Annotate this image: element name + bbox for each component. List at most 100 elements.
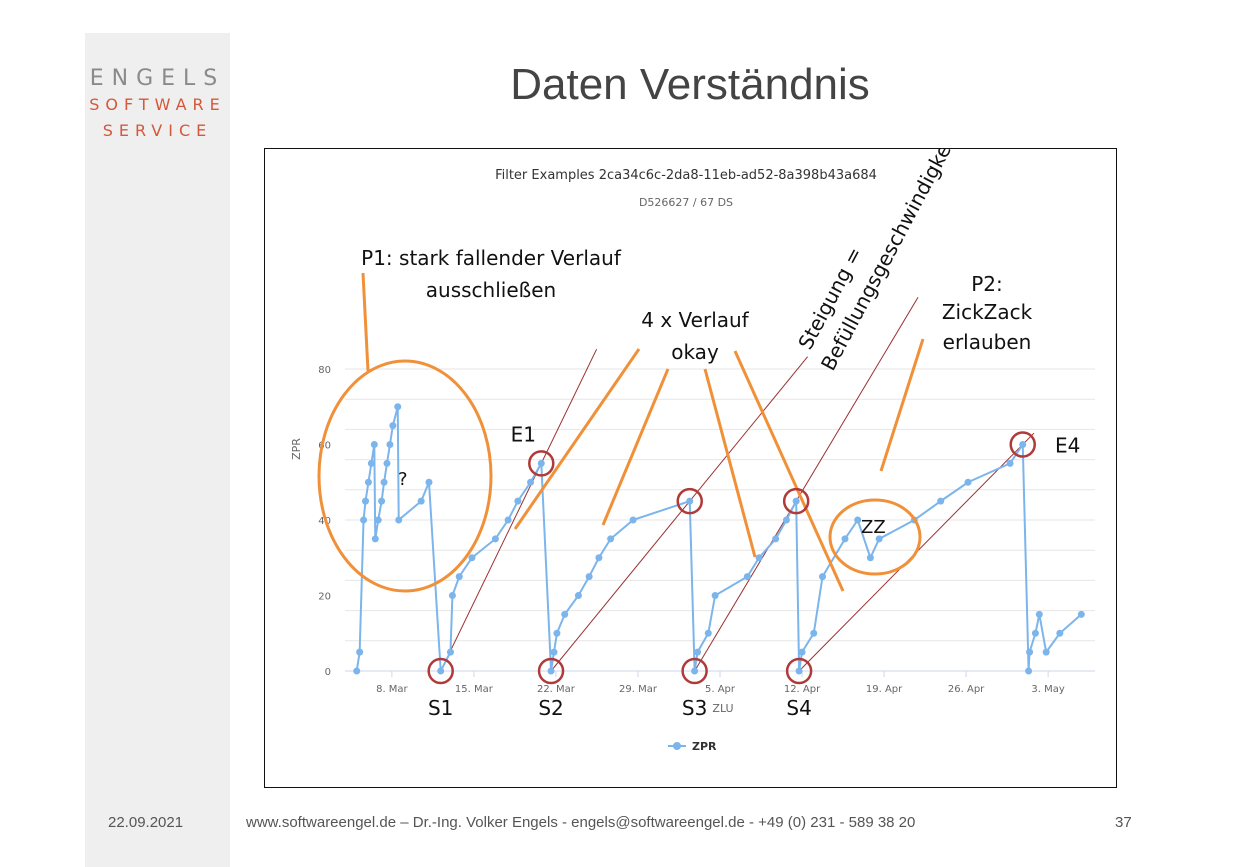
legend-marker xyxy=(673,742,681,750)
data-point[interactable] xyxy=(455,573,463,581)
page-number: 37 xyxy=(1115,814,1132,831)
start-label: S1 xyxy=(428,696,453,720)
y-tick-label: 20 xyxy=(318,592,331,603)
data-point[interactable] xyxy=(537,459,545,467)
data-point[interactable] xyxy=(795,667,803,675)
annotation-strokes xyxy=(317,272,925,593)
grid-layer xyxy=(345,368,1095,672)
question-mark: ? xyxy=(398,469,408,490)
data-point[interactable] xyxy=(417,497,425,505)
data-point[interactable] xyxy=(1019,441,1027,448)
start-circle xyxy=(427,657,454,685)
data-point[interactable] xyxy=(841,535,849,543)
data-point[interactable] xyxy=(371,535,379,543)
data-point[interactable] xyxy=(772,535,780,543)
data-point[interactable] xyxy=(362,497,370,505)
data-point[interactable] xyxy=(704,629,712,637)
data-point[interactable] xyxy=(743,573,751,581)
data-point[interactable] xyxy=(937,497,945,505)
data-point[interactable] xyxy=(1025,667,1033,675)
trend-line xyxy=(440,348,598,672)
x-axis-label: ZLU xyxy=(712,702,733,715)
data-point[interactable] xyxy=(691,667,699,675)
data-point[interactable] xyxy=(437,667,445,675)
data-point[interactable] xyxy=(964,478,972,486)
data-point[interactable] xyxy=(792,497,800,505)
data-point[interactable] xyxy=(1026,648,1034,656)
data-point[interactable] xyxy=(1056,629,1064,637)
data-point[interactable] xyxy=(386,441,394,448)
chart-title: Filter Examples 2ca34c6c-2da8-11eb-ad52-… xyxy=(495,168,877,183)
x-tick-label: 3. May xyxy=(1031,684,1064,695)
data-point[interactable] xyxy=(854,516,862,524)
data-point[interactable] xyxy=(711,592,719,599)
verlauf-pointer-2 xyxy=(601,368,670,526)
data-point[interactable] xyxy=(370,441,378,448)
verlauf-text-line2: okay xyxy=(671,340,719,364)
data-point[interactable] xyxy=(491,535,499,543)
data-point[interactable] xyxy=(782,516,790,524)
data-point[interactable] xyxy=(595,554,603,562)
data-point[interactable] xyxy=(875,535,883,543)
data-point[interactable] xyxy=(550,648,558,656)
data-point[interactable] xyxy=(514,497,522,505)
data-point[interactable] xyxy=(364,478,372,486)
logo-line-1: ENGELS xyxy=(89,66,226,91)
data-point[interactable] xyxy=(686,497,694,505)
x-tick-label: 29. Mar xyxy=(619,684,658,695)
data-point[interactable] xyxy=(798,648,806,656)
y-tick-label: 60 xyxy=(318,441,331,452)
y-axis-label: ZPR xyxy=(290,438,303,460)
x-tick-label: 5. Apr xyxy=(705,684,736,695)
data-point[interactable] xyxy=(374,516,382,524)
data-point[interactable] xyxy=(353,667,361,675)
data-point[interactable] xyxy=(866,554,874,562)
p2-text-line2: ZickZack xyxy=(942,300,1033,324)
end-label: E4 xyxy=(1055,434,1080,458)
legend-label[interactable]: ZPR xyxy=(692,740,717,753)
end-circle xyxy=(676,487,703,515)
data-point[interactable] xyxy=(1031,629,1039,637)
data-point[interactable] xyxy=(810,629,818,637)
data-point[interactable] xyxy=(394,403,402,411)
data-point[interactable] xyxy=(378,497,386,505)
data-point[interactable] xyxy=(425,478,433,486)
data-point[interactable] xyxy=(448,592,456,599)
data-point[interactable] xyxy=(694,648,702,656)
data-point[interactable] xyxy=(629,516,637,524)
data-point[interactable] xyxy=(446,648,454,656)
data-point[interactable] xyxy=(360,516,368,524)
data-point[interactable] xyxy=(1006,459,1014,467)
marker-labels: S1 S2 S3 S4 E1 E4 xyxy=(428,422,1080,720)
data-point[interactable] xyxy=(468,554,476,562)
p2-pointer xyxy=(879,338,925,472)
data-point[interactable] xyxy=(367,459,375,467)
data-point[interactable] xyxy=(755,554,763,562)
data-point[interactable] xyxy=(607,535,615,543)
data-point[interactable] xyxy=(389,422,397,430)
data-point[interactable] xyxy=(1042,648,1050,656)
x-tick-label: 12. Apr xyxy=(784,684,821,695)
p1-text-line1: P1: stark fallender Verlauf xyxy=(361,246,622,270)
data-point[interactable] xyxy=(1077,610,1085,618)
data-point[interactable] xyxy=(356,648,364,656)
marker-circles xyxy=(427,431,1036,685)
data-point[interactable] xyxy=(527,478,535,486)
data-point[interactable] xyxy=(380,478,388,486)
data-point[interactable] xyxy=(383,459,391,467)
data-point[interactable] xyxy=(561,610,569,618)
trend-line xyxy=(550,356,808,672)
start-label: S3 xyxy=(682,696,707,720)
data-point[interactable] xyxy=(553,629,561,637)
data-point[interactable] xyxy=(574,592,582,599)
data-point[interactable] xyxy=(395,516,403,524)
y-tick-label: 0 xyxy=(325,667,331,678)
data-point[interactable] xyxy=(585,573,593,581)
data-point[interactable] xyxy=(504,516,512,524)
company-logo: ENGELS SOFTWARE SERVICE xyxy=(85,66,230,144)
data-point[interactable] xyxy=(1035,610,1043,618)
end-circle xyxy=(528,450,555,477)
data-point[interactable] xyxy=(819,573,827,581)
data-point[interactable] xyxy=(547,667,555,675)
logo-line-3: SERVICE xyxy=(102,121,213,140)
